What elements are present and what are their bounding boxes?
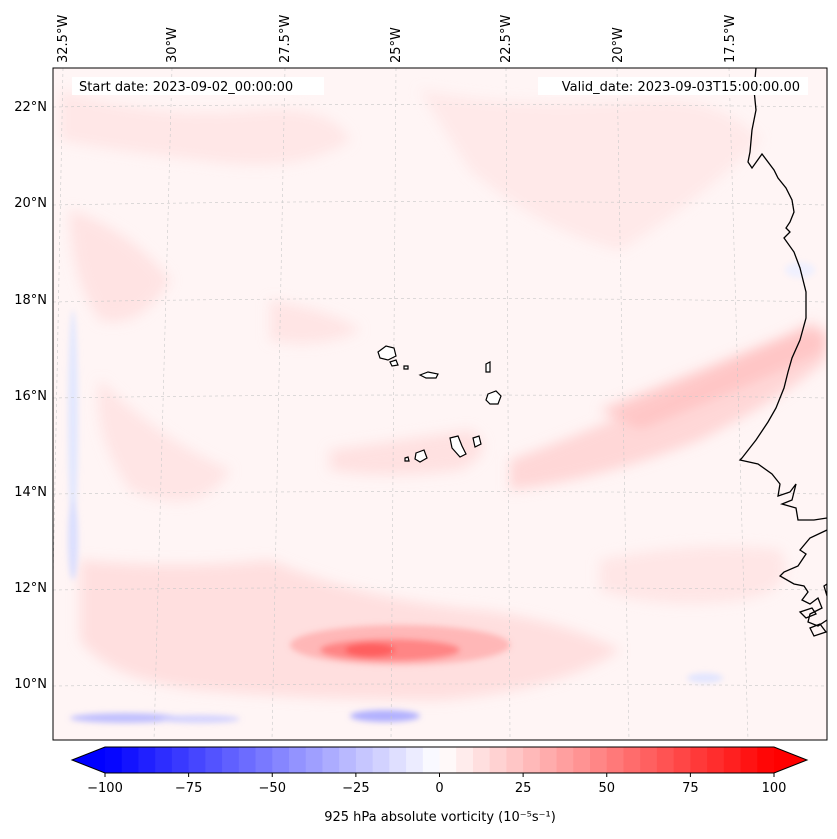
colorbar-step <box>690 747 708 773</box>
longitude-labels: 32.5°W 30°W 27.5°W 25°W 22.5°W 20°W 17.5… <box>56 15 738 63</box>
island-santa-luzia <box>403 365 409 370</box>
island-sao-nicolau <box>418 371 439 379</box>
colorbar-tick-label: 75 <box>682 781 699 796</box>
colorbar-extend-high <box>774 747 807 773</box>
colorbar-step <box>121 747 139 773</box>
colorbar-step <box>740 747 758 773</box>
colorbar-step <box>372 747 390 773</box>
colorbar-tick-label: −75 <box>175 781 202 796</box>
colorbar-step <box>272 747 290 773</box>
start-date-box <box>72 77 324 95</box>
lon-label: 17.5°W <box>723 15 738 63</box>
island-santo-antao <box>377 345 397 361</box>
colorbar-steps <box>105 747 775 773</box>
colorbar-tick-label: 25 <box>515 781 532 796</box>
colorbar-step <box>205 747 223 773</box>
valid-date-box <box>538 77 808 95</box>
colorbar-step <box>406 747 424 773</box>
colorbar-step <box>523 747 541 773</box>
lon-label: 25°W <box>389 27 404 63</box>
coastline <box>738 68 827 637</box>
colorbar-label: 925 hPa absolute vorticity (10⁻⁵s⁻¹) <box>324 810 556 825</box>
colorbar-step <box>305 747 323 773</box>
colorbar-step <box>155 747 173 773</box>
colorbar-step <box>556 747 574 773</box>
colorbar-step <box>539 747 558 773</box>
colorbar-extend-low <box>72 747 105 773</box>
colorbar-step <box>238 747 257 773</box>
lat-label: 12°N <box>14 581 47 596</box>
colorbar-step <box>422 747 440 773</box>
colorbar-step <box>222 747 240 773</box>
lat-label: 20°N <box>14 196 47 211</box>
colorbar-step <box>707 747 725 773</box>
colorbar-step <box>255 747 273 773</box>
colorbar-step <box>188 747 206 773</box>
colorbar-step <box>656 747 675 773</box>
colorbar-tick-label: 100 <box>762 781 787 796</box>
map-panel <box>53 68 827 740</box>
latitude-labels: 22°N 20°N 18°N 16°N 14°N 12°N 10°N <box>14 100 47 692</box>
graticule <box>53 68 827 740</box>
lat-label: 16°N <box>14 389 47 404</box>
africa-coastline <box>738 68 827 521</box>
colorbar-ticks: −100 −75 −50 −25 0 25 50 75 100 <box>87 773 786 796</box>
colorbar-tick-label: −25 <box>342 781 369 796</box>
lon-label: 20°W <box>611 27 626 63</box>
colorbar-tick-label: 0 <box>435 781 443 796</box>
lat-label: 14°N <box>14 485 47 500</box>
colorbar-step <box>573 747 591 773</box>
island-boa-vista <box>485 390 502 405</box>
colorbar-step <box>640 747 658 773</box>
valid-date-label: Valid_date: 2023-09-03T15:00:00.00 <box>562 80 800 95</box>
cape-verde-islands <box>377 345 502 463</box>
colorbar-tick-label: −50 <box>259 781 286 796</box>
colorbar-step <box>355 747 374 773</box>
colorbar-step <box>606 747 624 773</box>
start-date-label: Start date: 2023-09-02_00:00:00 <box>79 80 293 95</box>
colorbar-tick-label: −100 <box>87 781 123 796</box>
colorbar-step <box>673 747 691 773</box>
lat-label: 18°N <box>14 293 47 308</box>
lon-label: 30°W <box>165 27 180 63</box>
colorbar-step <box>138 747 156 773</box>
colorbar-step <box>322 747 340 773</box>
lon-label: 27.5°W <box>278 15 293 63</box>
colorbar-step <box>389 747 407 773</box>
colorbar-step <box>288 747 307 773</box>
colorbar-step <box>472 747 491 773</box>
colorbar-step <box>723 747 742 773</box>
colorbar-step <box>489 747 507 773</box>
colorbar-step <box>105 747 123 773</box>
lon-label: 22.5°W <box>499 15 514 63</box>
island-sao-vicente <box>389 359 399 367</box>
colorbar-step <box>590 747 608 773</box>
colorbar-step <box>757 747 775 773</box>
colorbar-step <box>623 747 641 773</box>
colorbar-step <box>439 747 457 773</box>
island-santiago <box>449 435 467 458</box>
island-maio <box>472 435 482 448</box>
vorticity-negative-patches <box>68 262 815 723</box>
colorbar-tick-label: 50 <box>598 781 615 796</box>
colorbar: −100 −75 −50 −25 0 25 50 75 100 925 hPa absolute… <box>70 746 809 825</box>
vorticity-maximum <box>290 625 510 665</box>
colorbar-step <box>506 747 524 773</box>
map-frame <box>52 67 828 741</box>
colorbar-step <box>456 747 474 773</box>
vorticity-positive-patches <box>60 90 827 700</box>
island-sal <box>485 361 491 373</box>
island-brava <box>404 456 410 462</box>
colorbar-step <box>339 747 357 773</box>
island-fogo <box>414 449 428 463</box>
lat-label: 10°N <box>14 677 47 692</box>
lat-label: 22°N <box>14 100 47 115</box>
colorbar-step <box>171 747 190 773</box>
lon-label: 32.5°W <box>56 15 71 63</box>
